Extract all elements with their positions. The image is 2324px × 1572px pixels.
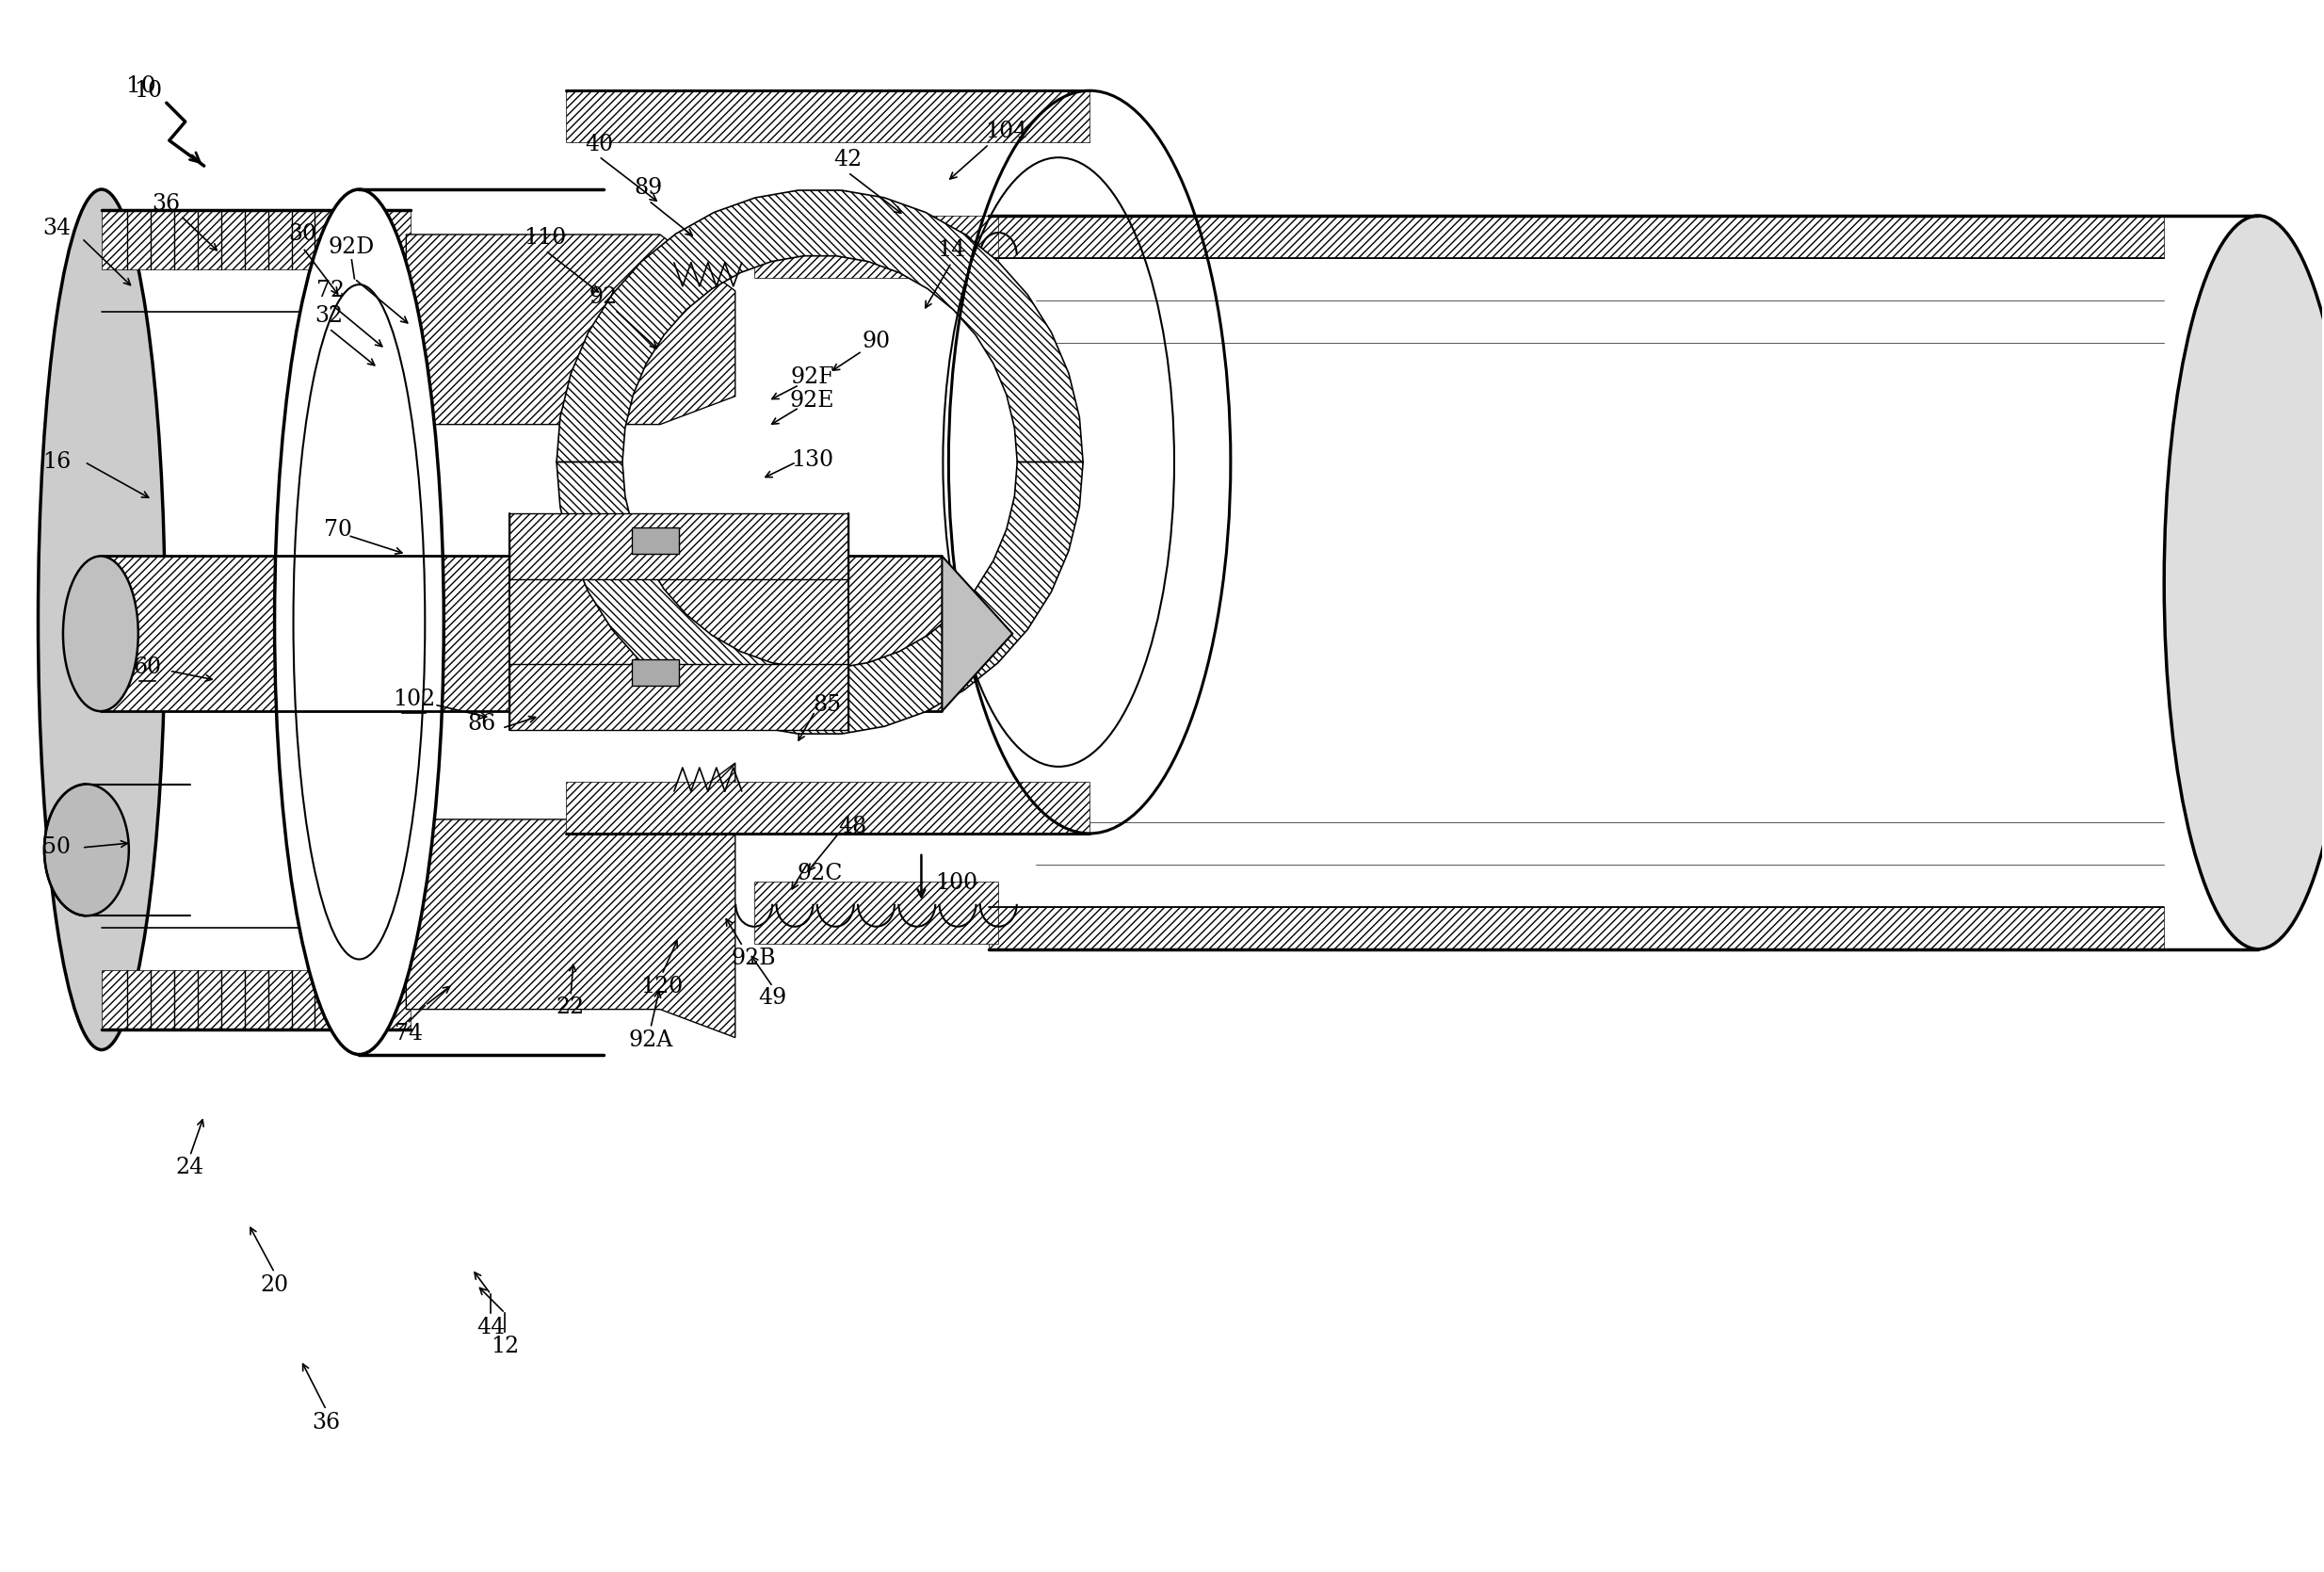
Text: 49: 49 bbox=[758, 987, 788, 1009]
Text: 48: 48 bbox=[839, 816, 867, 838]
Text: 70: 70 bbox=[325, 519, 353, 541]
Polygon shape bbox=[509, 665, 848, 729]
Polygon shape bbox=[509, 514, 848, 580]
Polygon shape bbox=[941, 556, 1013, 711]
Text: 74: 74 bbox=[395, 1023, 423, 1045]
Ellipse shape bbox=[2164, 215, 2324, 949]
Text: 32: 32 bbox=[314, 305, 344, 327]
Text: 85: 85 bbox=[813, 693, 841, 715]
Text: 14: 14 bbox=[937, 239, 967, 261]
Text: 110: 110 bbox=[523, 228, 567, 248]
Ellipse shape bbox=[274, 189, 444, 1055]
Text: 92B: 92B bbox=[732, 948, 776, 970]
Polygon shape bbox=[753, 882, 999, 943]
Text: 16: 16 bbox=[42, 451, 70, 473]
Text: 86: 86 bbox=[467, 712, 495, 734]
Text: 10: 10 bbox=[132, 80, 163, 102]
Text: 60: 60 bbox=[132, 656, 163, 678]
Text: 24: 24 bbox=[177, 1157, 205, 1177]
Polygon shape bbox=[555, 190, 1083, 462]
Polygon shape bbox=[753, 215, 999, 278]
Polygon shape bbox=[555, 462, 1083, 734]
Text: 104: 104 bbox=[985, 119, 1027, 141]
Polygon shape bbox=[102, 211, 411, 269]
Text: 42: 42 bbox=[834, 148, 862, 170]
Text: 30: 30 bbox=[288, 223, 316, 245]
Text: 44: 44 bbox=[476, 1316, 504, 1338]
Polygon shape bbox=[632, 660, 679, 685]
Text: 92D: 92D bbox=[328, 237, 374, 258]
Text: 92F: 92F bbox=[790, 366, 834, 388]
Ellipse shape bbox=[63, 556, 137, 711]
Text: 90: 90 bbox=[862, 330, 890, 352]
Text: 72: 72 bbox=[316, 280, 346, 302]
Polygon shape bbox=[100, 556, 941, 711]
Text: 102: 102 bbox=[393, 689, 435, 711]
Text: 120: 120 bbox=[641, 976, 683, 998]
Text: 22: 22 bbox=[555, 997, 586, 1019]
Polygon shape bbox=[990, 907, 2164, 949]
Ellipse shape bbox=[37, 189, 165, 1050]
Text: 92A: 92A bbox=[627, 1030, 674, 1052]
Polygon shape bbox=[632, 528, 679, 555]
Polygon shape bbox=[567, 781, 1090, 833]
Polygon shape bbox=[567, 91, 1090, 143]
Polygon shape bbox=[407, 762, 734, 1038]
Text: 100: 100 bbox=[934, 872, 978, 894]
Text: 12: 12 bbox=[490, 1335, 518, 1357]
Polygon shape bbox=[407, 234, 734, 424]
Text: 89: 89 bbox=[634, 176, 662, 198]
Text: 130: 130 bbox=[790, 450, 834, 472]
Text: 10: 10 bbox=[125, 75, 156, 97]
Text: 20: 20 bbox=[260, 1273, 288, 1295]
Text: 92: 92 bbox=[590, 286, 618, 308]
Polygon shape bbox=[102, 970, 411, 1030]
Text: 50: 50 bbox=[42, 836, 70, 858]
Text: 92C: 92C bbox=[797, 863, 844, 885]
Text: 92E: 92E bbox=[790, 390, 834, 412]
Ellipse shape bbox=[44, 784, 128, 916]
Text: 40: 40 bbox=[586, 134, 614, 156]
Text: 34: 34 bbox=[42, 219, 70, 239]
Text: 36: 36 bbox=[153, 193, 181, 214]
Polygon shape bbox=[990, 215, 2164, 258]
Text: 36: 36 bbox=[311, 1412, 339, 1434]
